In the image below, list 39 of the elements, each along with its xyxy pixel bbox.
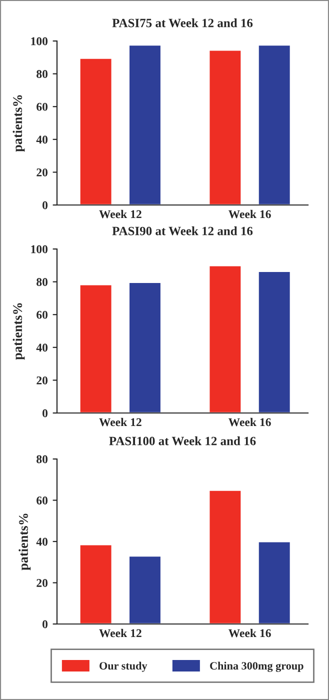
y-tick-label: 60: [36, 310, 48, 319]
y-tick-label: 80: [36, 455, 48, 464]
y-axis-title: patients%: [12, 95, 25, 152]
y-tick-label: 0: [42, 409, 48, 418]
legend-label: Our study: [100, 662, 148, 672]
y-axis-title: patients%: [18, 514, 31, 570]
chart-title: PASI75 at Week 12 and 16: [112, 18, 253, 28]
legend-label: China 300mg group: [210, 662, 304, 672]
y-tick-label: 60: [36, 102, 48, 111]
bar: [208, 264, 242, 413]
y-axis-title: patients%: [12, 303, 25, 360]
bar: [257, 540, 292, 624]
y-tick-label: 0: [42, 620, 48, 628]
y-tick-label: 40: [36, 136, 48, 144]
chart-title: PASI100 at Week 12 and 16: [109, 436, 256, 446]
y-tick-label: 60: [36, 496, 48, 504]
x-tick-label: Week 16: [228, 210, 271, 218]
y-tick-label: 20: [36, 376, 48, 384]
y-tick-label: 100: [31, 245, 48, 254]
y-tick-label: 80: [36, 70, 48, 78]
bar: [78, 544, 113, 624]
x-tick-label: Week 12: [99, 210, 142, 218]
y-tick-label: 0: [42, 201, 48, 210]
y-tick-label: 40: [36, 344, 48, 352]
y-tick-label: 20: [36, 578, 48, 587]
y-tick-label: 100: [31, 37, 48, 46]
x-tick-label: Week 12: [99, 628, 142, 638]
chart-title: PASI90 at Week 12 and 16: [112, 226, 253, 236]
x-tick-label: Week 16: [228, 628, 271, 638]
x-tick-label: Week 16: [228, 418, 271, 426]
y-tick-label: 20: [36, 168, 48, 176]
bar: [78, 284, 113, 413]
bar: [257, 270, 292, 413]
y-tick-label: 40: [36, 538, 48, 546]
y-tick-label: 80: [36, 278, 48, 286]
x-tick-label: Week 12: [99, 418, 142, 426]
bar: [208, 489, 242, 624]
bar: [128, 282, 162, 413]
bar: [128, 555, 162, 624]
